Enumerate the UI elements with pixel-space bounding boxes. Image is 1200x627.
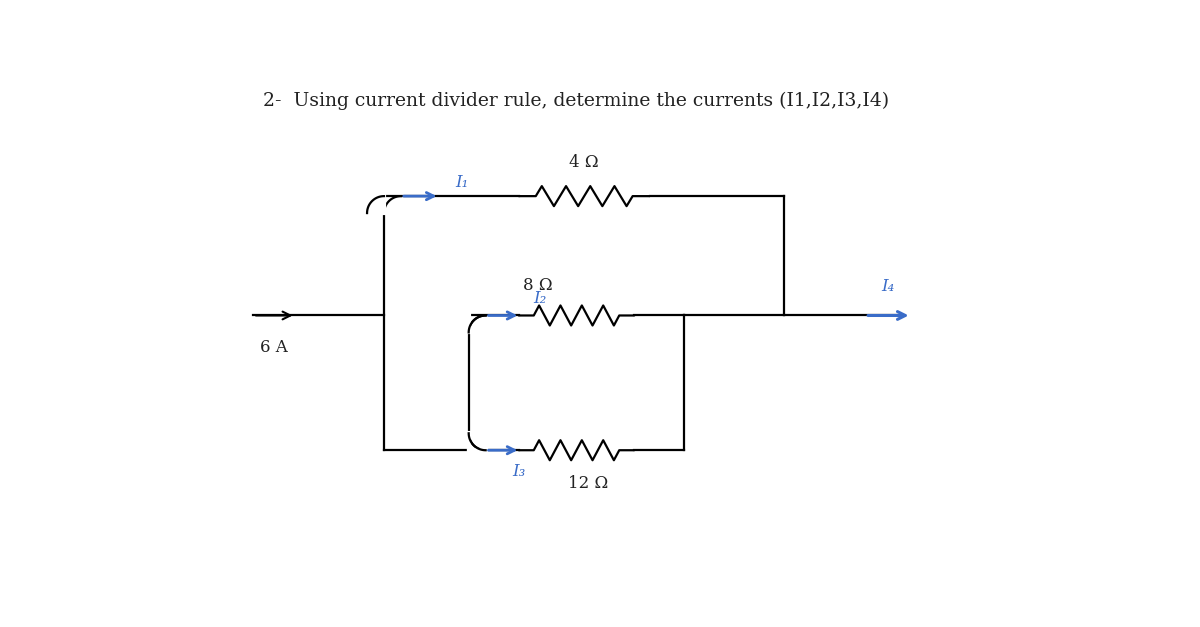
Text: 12 Ω: 12 Ω: [568, 475, 608, 492]
Text: I₁: I₁: [455, 174, 468, 191]
Text: 6 A: 6 A: [260, 339, 288, 356]
Text: 4 Ω: 4 Ω: [569, 154, 599, 172]
Text: 8 Ω: 8 Ω: [523, 277, 553, 294]
Text: I₂: I₂: [533, 290, 547, 307]
Text: I₄: I₄: [882, 278, 895, 295]
Text: 2-  Using current divider rule, determine the currents (I1,I2,I3,I4): 2- Using current divider rule, determine…: [264, 92, 889, 110]
Text: I₃: I₃: [512, 463, 526, 480]
